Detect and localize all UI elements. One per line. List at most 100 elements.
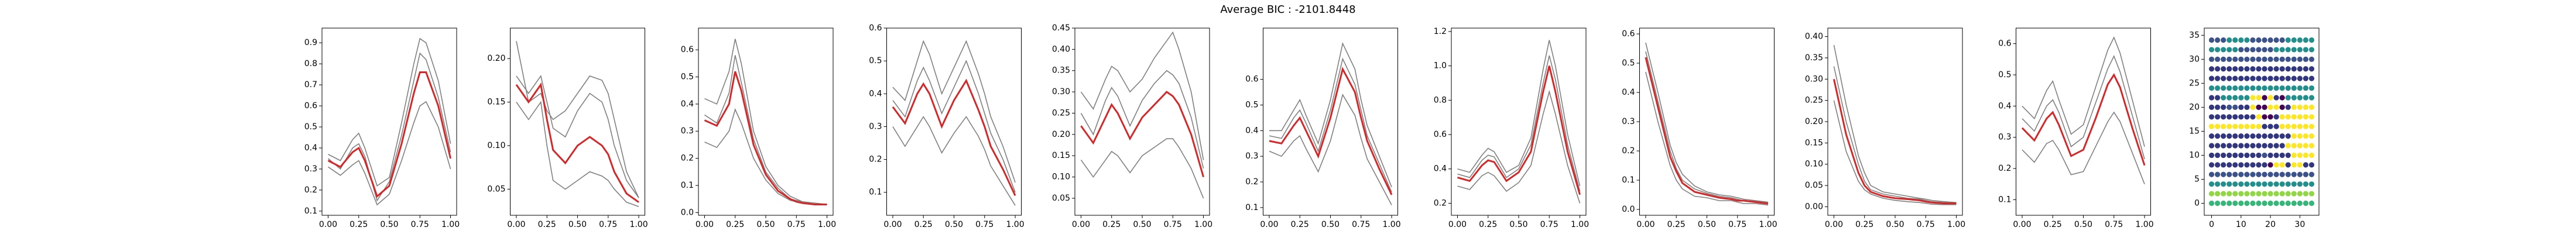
grid-dot bbox=[2297, 152, 2303, 159]
grid-dot bbox=[2238, 123, 2244, 129]
y-tick-label: 0.05 bbox=[487, 184, 505, 194]
grid-dot bbox=[2238, 133, 2244, 139]
x-tick-label: 0.75 bbox=[2105, 220, 2123, 229]
y-tick-label: 0.2 bbox=[1434, 198, 1447, 208]
grid-dot bbox=[2308, 191, 2315, 197]
grid-dot bbox=[2208, 66, 2215, 72]
sample-line bbox=[327, 101, 451, 206]
grid-dot bbox=[2244, 200, 2250, 207]
grid-dot bbox=[2285, 75, 2291, 81]
grid-dot bbox=[2279, 181, 2285, 187]
y-tick-label: 0.3 bbox=[304, 164, 317, 174]
grid-dot bbox=[2244, 133, 2250, 139]
grid-dot bbox=[2308, 162, 2315, 168]
x-tick-label: 0.50 bbox=[2074, 220, 2092, 229]
grid-dot bbox=[2262, 152, 2267, 159]
sample-line bbox=[1833, 44, 1957, 203]
grid-dot bbox=[2208, 85, 2215, 91]
grid-dot bbox=[2208, 171, 2215, 177]
plot-frame bbox=[886, 27, 1022, 216]
sample-line bbox=[1269, 42, 1392, 188]
grid-dot bbox=[2308, 85, 2315, 91]
grid-dot bbox=[2303, 104, 2308, 110]
grid-dot bbox=[2267, 95, 2273, 101]
grid-dot bbox=[2232, 200, 2238, 207]
mean-line bbox=[515, 82, 639, 203]
grid-dot bbox=[2256, 47, 2262, 53]
y-tick-label: 0.4 bbox=[869, 89, 882, 98]
grid-dot bbox=[2285, 152, 2291, 159]
grid-dot bbox=[2273, 56, 2279, 62]
grid-dot bbox=[2273, 114, 2279, 120]
x-tick-label: 0.25 bbox=[1102, 220, 1121, 229]
grid-dot bbox=[2215, 143, 2221, 149]
grid-dot bbox=[2303, 181, 2308, 187]
grid-dot bbox=[2262, 171, 2267, 177]
grid-dot bbox=[2308, 152, 2315, 159]
x-tick-label: 0.75 bbox=[787, 220, 806, 229]
grid-dot bbox=[2291, 95, 2297, 101]
grid-dot bbox=[2226, 95, 2232, 101]
grid-dot bbox=[2256, 200, 2262, 207]
grid-dot bbox=[2226, 85, 2232, 91]
grid-dot bbox=[2267, 133, 2273, 139]
grid-dot bbox=[2297, 143, 2303, 149]
grid-dot bbox=[2208, 200, 2215, 207]
grid-dot bbox=[2226, 162, 2232, 168]
y-tick-label: 0.15 bbox=[1805, 138, 1823, 147]
grid-dot bbox=[2291, 114, 2297, 120]
grid-dot bbox=[2238, 85, 2244, 91]
y-tick-label: 0.3 bbox=[681, 126, 694, 136]
grid-dot bbox=[2232, 171, 2238, 177]
grid-dot bbox=[2303, 47, 2308, 53]
grid-dot bbox=[2303, 162, 2308, 168]
grid-dot bbox=[2215, 47, 2221, 53]
grid-dot bbox=[2226, 200, 2232, 207]
grid-dot bbox=[2221, 200, 2226, 207]
grid-dot bbox=[2208, 47, 2215, 53]
grid-dot bbox=[2238, 143, 2244, 149]
y-tick-label: 0.1 bbox=[681, 181, 694, 190]
grid-dot bbox=[2273, 191, 2279, 197]
grid-dot bbox=[2267, 181, 2273, 187]
grid-dot bbox=[2297, 85, 2303, 91]
grid-dot bbox=[2308, 56, 2315, 62]
y-tick-label: 0.20 bbox=[487, 54, 505, 63]
sample-line bbox=[516, 41, 639, 198]
grid-dot bbox=[2221, 133, 2226, 139]
y-tick-label: 0.6 bbox=[681, 45, 694, 54]
x-tick-label: 0.50 bbox=[1509, 220, 1527, 229]
grid-dot bbox=[2267, 66, 2273, 72]
grid-dot bbox=[2262, 75, 2267, 81]
grid-dot bbox=[2215, 171, 2221, 177]
grid-dot bbox=[2256, 37, 2262, 43]
grid-dot bbox=[2256, 75, 2262, 81]
grid-dot bbox=[2303, 75, 2308, 81]
grid-dot bbox=[2308, 200, 2315, 207]
grid-dot bbox=[2208, 104, 2215, 110]
grid-dot bbox=[2308, 123, 2315, 129]
grid-dot bbox=[2308, 114, 2315, 120]
grid-dot bbox=[2297, 181, 2303, 187]
grid-dot bbox=[2232, 152, 2238, 159]
grid-dot bbox=[2303, 56, 2308, 62]
figure-title: Average BIC : -2101.8448 bbox=[1220, 4, 1355, 16]
grid-dot bbox=[2256, 114, 2262, 120]
x-tick-label: 0.25 bbox=[538, 220, 556, 229]
x-tick-label: 1.00 bbox=[629, 220, 648, 229]
sample-line bbox=[1833, 100, 1957, 205]
grid-dot bbox=[2221, 85, 2226, 91]
sample-line bbox=[1269, 93, 1392, 205]
grid-dot bbox=[2297, 171, 2303, 177]
y-tick-label: 10 bbox=[2189, 150, 2200, 160]
grid-dot bbox=[2262, 104, 2267, 110]
y-tick-label: 0.1 bbox=[1622, 176, 1635, 185]
grid-dot bbox=[2308, 104, 2315, 110]
grid-dot bbox=[2291, 181, 2297, 187]
grid-dot bbox=[2238, 56, 2244, 62]
sample-line bbox=[1080, 138, 1204, 199]
x-tick-label: 0.25 bbox=[350, 220, 368, 229]
x-tick-label: 0.00 bbox=[1072, 220, 1090, 229]
y-tick-label: 0.45 bbox=[1052, 23, 1070, 33]
grid-dot bbox=[2238, 114, 2244, 120]
